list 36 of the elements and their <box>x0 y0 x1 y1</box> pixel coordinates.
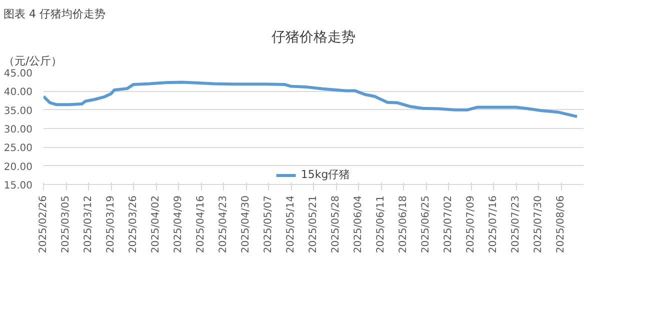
x-tick-label: 2025/03/05 <box>60 195 72 254</box>
y-tick-label: 30.00 <box>4 124 33 136</box>
x-tick-label: 2025/07/16 <box>488 195 499 254</box>
x-tick-label: 2025/03/12 <box>83 195 94 254</box>
x-tick-label: 2025/04/23 <box>218 195 229 254</box>
x-tick-label: 2025/03/19 <box>106 195 116 254</box>
x-tick-label: 2025/04/16 <box>196 195 206 254</box>
x-tick-label: 2025/05/07 <box>263 195 274 254</box>
x-tick-label: 2025/04/09 <box>173 195 184 254</box>
x-tick-label: 2025/06/18 <box>398 195 409 254</box>
y-tick-label: 40.00 <box>4 87 33 98</box>
x-tick-label: 2025/06/25 <box>420 195 432 254</box>
x-tick-label: 2025/05/28 <box>330 195 342 254</box>
chart-title: 仔猪价格走势 <box>272 30 356 46</box>
legend-label: 15kg仔猪 <box>300 167 350 182</box>
x-tick-label: 2025/03/26 <box>128 195 139 254</box>
x-tick-label: 2025/05/21 <box>308 195 319 254</box>
x-tick-label: 2025/05/14 <box>286 195 296 254</box>
y-tick-label: 15.00 <box>4 180 33 192</box>
x-tick-label: 2025/07/23 <box>510 195 522 254</box>
x-tick-label: 2025/07/30 <box>533 195 544 254</box>
x-tick-label: 2025/06/04 <box>353 195 364 254</box>
x-tick-label: 2025/08/06 <box>556 195 566 254</box>
y-tick-label: 25.00 <box>4 143 33 154</box>
y-tick-label: 45.00 <box>4 68 33 80</box>
x-tick-label: 2025/02/26 <box>38 195 49 254</box>
y-tick-label: 20.00 <box>4 162 33 173</box>
y-tick-label: 35.00 <box>4 106 33 117</box>
x-tick-label: 2025/06/11 <box>376 195 386 254</box>
x-tick-label: 2025/04/02 <box>150 195 162 254</box>
y-axis-title: （元/公斤） <box>4 54 62 68</box>
x-tick-label: 2025/07/09 <box>466 195 476 254</box>
line-series <box>44 80 579 118</box>
text: 图表 4 仔猪均价走势 <box>4 8 106 20</box>
x-tick-label: 2025/04/30 <box>240 195 252 254</box>
x-tick-label: 2025/07/02 <box>443 195 454 254</box>
